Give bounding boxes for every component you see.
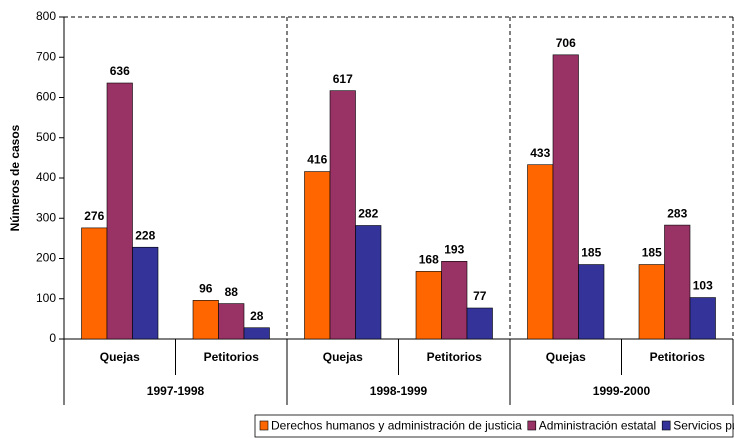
bar (304, 171, 331, 340)
y-tick-label: 0 (49, 331, 56, 345)
y-tick-label: 400 (36, 170, 56, 184)
data-label: 276 (84, 209, 104, 223)
bar (578, 264, 605, 340)
legend-label: Servicios públicos (673, 419, 734, 433)
data-label: 228 (135, 228, 155, 242)
bar (192, 300, 219, 340)
data-label: 282 (358, 207, 378, 221)
y-tick-label: 600 (36, 90, 56, 104)
legend-label: Derechos humanos y administración de jus… (271, 419, 522, 433)
data-label: 77 (473, 289, 487, 303)
x-tick-label: Petitorios (650, 350, 706, 364)
y-tick-label: 800 (36, 9, 56, 23)
y-tick-label: 100 (36, 291, 56, 305)
data-label: 185 (642, 246, 662, 260)
y-tick-label: 300 (36, 210, 56, 224)
bar (638, 264, 665, 340)
group-label: 1999-2000 (593, 384, 651, 398)
data-label: 88 (225, 285, 239, 299)
bar (329, 90, 356, 340)
y-tick-label: 700 (36, 49, 56, 63)
x-tick-label: Quejas (546, 350, 586, 364)
bar (243, 327, 270, 340)
data-label: 28 (250, 309, 264, 323)
bar (689, 297, 716, 340)
y-axis-label: Números de casos (8, 124, 22, 231)
bar (664, 224, 691, 340)
bar (415, 271, 442, 340)
legend-label: Administración estatal (539, 419, 656, 433)
bar (552, 54, 579, 340)
data-label: 185 (581, 246, 601, 260)
group-label: 1997-1998 (147, 384, 205, 398)
group-label: 1998-1999 (370, 384, 428, 398)
y-tick-label: 500 (36, 130, 56, 144)
legend-swatch (259, 420, 269, 431)
data-label: 706 (556, 36, 576, 50)
data-label: 283 (667, 206, 687, 220)
bar (218, 303, 245, 340)
data-label: 416 (307, 153, 327, 167)
legend-box (254, 414, 734, 438)
data-label: 617 (333, 72, 353, 86)
bar (466, 307, 493, 340)
bar (527, 164, 554, 340)
data-label: 96 (199, 282, 213, 296)
legend-swatch (527, 420, 537, 431)
x-tick-label: Petitorios (427, 350, 483, 364)
data-label: 193 (444, 242, 464, 256)
bar (81, 227, 108, 340)
y-tick-label: 200 (36, 251, 56, 265)
bar (106, 82, 133, 340)
data-label: 636 (110, 64, 130, 78)
bar (132, 246, 159, 340)
x-tick-label: Petitorios (204, 350, 260, 364)
x-tick-label: Quejas (100, 350, 140, 364)
x-tick-label: Quejas (323, 350, 363, 364)
legend-swatch (661, 420, 671, 431)
bar (441, 261, 468, 340)
bar (355, 225, 382, 340)
data-label: 433 (530, 146, 550, 160)
data-label: 168 (419, 253, 439, 267)
data-label: 103 (693, 279, 713, 293)
